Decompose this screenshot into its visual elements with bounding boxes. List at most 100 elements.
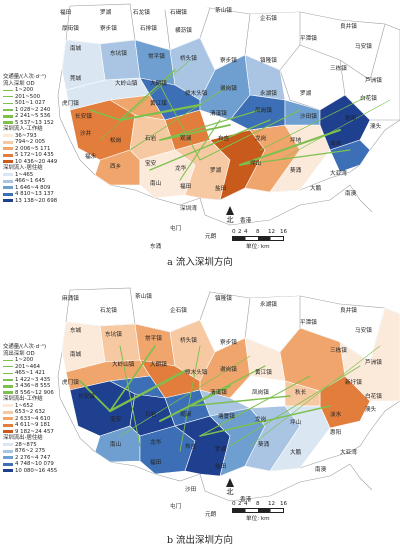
town-label: 东坑镇 bbox=[110, 49, 127, 57]
town-label: 横沥镇 bbox=[175, 26, 192, 34]
town-label: 企石镇 bbox=[170, 306, 187, 314]
legend-od-item: 1 028~2 240 bbox=[3, 107, 57, 114]
legend-work-item: 1~652 bbox=[3, 403, 57, 410]
legend-od-item: 1~200 bbox=[3, 357, 34, 363]
town-label: 澳头 bbox=[370, 122, 382, 130]
caption-inflow: a 流入深圳方向 bbox=[167, 257, 233, 268]
town-label: 福田 bbox=[180, 182, 192, 190]
legend-od-item: 501~1 027 bbox=[3, 100, 57, 107]
map-panel-inflow: 福田 罗湖 石龙镇 石碣镇 茶山镇 企石镇 良井镇 厚街镇 寮步镇 石排镇 横沥… bbox=[0, 0, 400, 268]
town-label: 南山 bbox=[150, 179, 161, 187]
town-label: 马安镇 bbox=[355, 326, 372, 334]
scale-bar: 0 2 4 8 12 16 单位: km bbox=[232, 229, 296, 250]
town-label: 沙田 bbox=[185, 486, 197, 493]
outflow-map: 麻涌镇 茶山镇 石龙镇 企石镇 镇隆镇 永湖镇 良井镇 东坑镇 常平镇 桥头镇 … bbox=[57, 287, 400, 518]
town-label: 黄江镇 bbox=[255, 368, 272, 376]
town-label: 芦洲镇 bbox=[365, 358, 382, 366]
legend-home-item: 28~875 bbox=[3, 442, 57, 449]
town-label: 南澳 bbox=[345, 189, 357, 197]
town-label: 樟木头镇 bbox=[185, 368, 208, 376]
scale-tick: 12 bbox=[268, 501, 276, 507]
north-arrow: 北 bbox=[224, 478, 236, 497]
town-label: 罗湖 bbox=[300, 89, 312, 97]
scale-tick: 0 bbox=[232, 229, 236, 235]
scale-tick: 8 bbox=[256, 501, 260, 507]
town-label: 淡水 bbox=[330, 139, 342, 147]
legend-home-item: 4 748~10 079 bbox=[3, 461, 57, 468]
town-label: 坪山 bbox=[250, 159, 261, 167]
scale-tick: 2 bbox=[238, 229, 242, 235]
town-label: 镇隆镇 bbox=[215, 294, 232, 302]
legend-od-item: 5 537~13 152 bbox=[3, 120, 57, 127]
town-label: 沙田镇 bbox=[300, 112, 317, 120]
town-label: 大亚湾 bbox=[330, 169, 347, 177]
town-label: 石岩 bbox=[145, 410, 157, 418]
town-label: 凤岗镇 bbox=[252, 388, 269, 396]
legend-work-item: 794~2 005 bbox=[3, 139, 57, 146]
scale-tick: 4 bbox=[244, 229, 248, 235]
town-label: 永湖镇 bbox=[260, 89, 277, 97]
town-label: 平潭镇 bbox=[300, 34, 317, 42]
legend-outflow: 交通量/(人次·d⁻¹) 流出深圳 OD 1~200 201~464 465~1… bbox=[3, 344, 57, 474]
town-label: 屯门 bbox=[170, 502, 182, 510]
town-label: 茶山镇 bbox=[215, 6, 232, 14]
town-label: 盐田 bbox=[215, 462, 227, 470]
town-label: 罗湖 bbox=[100, 8, 112, 16]
town-label: 南澳 bbox=[315, 465, 327, 473]
legend-work-item: 5 172~10 435 bbox=[3, 152, 57, 159]
town-label: 观澜 bbox=[180, 134, 192, 142]
town-label: 虎门镇 bbox=[62, 99, 79, 107]
town-label: 谢岗镇 bbox=[220, 365, 237, 373]
north-label: 北 bbox=[226, 216, 234, 224]
legend-od-subtitle: 流入深圳 OD bbox=[3, 80, 35, 87]
town-label: 大岭山镇 bbox=[115, 79, 138, 87]
town-label: 新圩镇 bbox=[345, 378, 362, 386]
town-label: 桥头镇 bbox=[180, 54, 197, 62]
town-label: 惠阳 bbox=[330, 428, 342, 436]
town-label: 南城 bbox=[70, 44, 82, 52]
scale-tick: 4 bbox=[244, 501, 248, 507]
town-label: 香港 bbox=[240, 216, 252, 224]
town-label: 马安镇 bbox=[355, 42, 372, 50]
legend-work-title: 深圳流入-工作结 bbox=[3, 126, 43, 132]
town-label: 东涌 bbox=[150, 242, 162, 250]
town-label: 观澜 bbox=[180, 410, 192, 418]
town-label: 永湖镇 bbox=[260, 300, 277, 308]
town-label: 龙岗 bbox=[255, 415, 267, 423]
town-label: 石龙镇 bbox=[133, 8, 150, 16]
north-label: 北 bbox=[226, 488, 234, 496]
town-label: 福永 bbox=[85, 152, 97, 160]
town-label: 莞城 bbox=[70, 74, 82, 82]
legend-home-title: 深圳流入-居住结 bbox=[3, 165, 43, 171]
legend-od-item: 3 436~8 555 bbox=[3, 383, 57, 390]
town-label: 元朗 bbox=[205, 232, 217, 240]
town-label: 葵涌 bbox=[290, 166, 302, 174]
legend-od-item: 8 556~12 906 bbox=[3, 390, 57, 397]
legend-od-item: 465~1 421 bbox=[3, 370, 57, 377]
scale-bar-graphic bbox=[232, 236, 284, 241]
scale-bar: 0 2 4 8 12 16 单位: km bbox=[232, 501, 296, 522]
town-label: 黄江镇 bbox=[150, 99, 167, 107]
legend-home-item: 4 810~13 137 bbox=[3, 191, 57, 198]
town-label: 大朗镇 bbox=[150, 79, 167, 87]
town-label: 茶山镇 bbox=[135, 292, 152, 300]
legend-work-item: 653~2 632 bbox=[3, 409, 57, 416]
town-label: 石排镇 bbox=[140, 24, 157, 32]
caption-outflow: b 流出深圳方向 bbox=[166, 535, 234, 546]
town-label: 大岭山镇 bbox=[112, 360, 135, 368]
scale-ticks: 0 2 4 8 12 16 bbox=[232, 229, 296, 236]
town-label: 长安镇 bbox=[78, 392, 95, 400]
scale-tick: 0 bbox=[232, 501, 236, 507]
town-label: 谢岗镇 bbox=[220, 84, 237, 92]
scale-tick: 16 bbox=[280, 229, 288, 235]
town-label: 罗湖 bbox=[215, 445, 227, 453]
town-label: 福田 bbox=[150, 458, 162, 466]
north-arrow-icon bbox=[226, 206, 234, 215]
town-label: 石龙镇 bbox=[100, 306, 117, 314]
legend-work-item: 4 611~9 181 bbox=[3, 422, 57, 429]
scale-tick: 12 bbox=[268, 229, 276, 235]
inflow-map: 福田 罗湖 石龙镇 石碣镇 茶山镇 企石镇 良井镇 厚街镇 寮步镇 石排镇 横沥… bbox=[0, 0, 400, 268]
town-label: 大亚湾 bbox=[340, 448, 357, 456]
town-label: 厚街镇 bbox=[62, 24, 79, 32]
town-label: 平潭镇 bbox=[300, 318, 317, 326]
